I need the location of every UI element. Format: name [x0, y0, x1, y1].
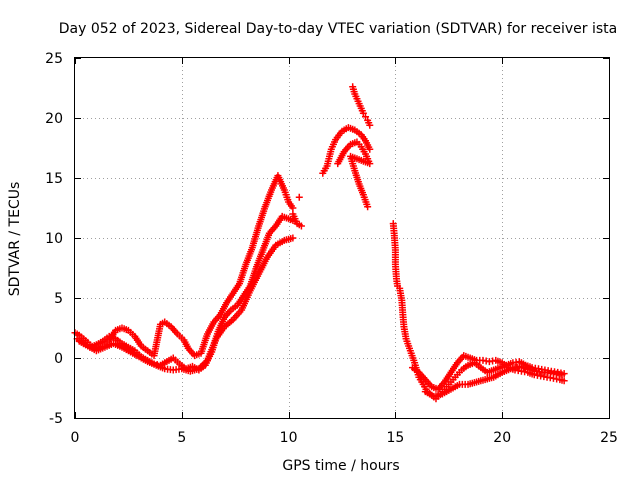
chart-title: Day 052 of 2023, Sidereal Day-to-day VTE… — [59, 21, 617, 37]
x-tick-label: 25 — [600, 430, 618, 446]
x-tick-label: 5 — [177, 430, 186, 446]
data-point — [364, 203, 372, 211]
y-tick-label: 15 — [45, 171, 63, 187]
data-point — [295, 193, 303, 201]
data-point — [297, 222, 305, 230]
y-tick-label: 5 — [54, 291, 63, 307]
y-axis-label: SDTVAR / TECUs — [7, 182, 23, 297]
x-tick-label: 0 — [71, 430, 80, 446]
data-point — [289, 234, 297, 242]
y-tick-label: 10 — [45, 231, 63, 247]
data-point — [359, 109, 367, 117]
data-point — [289, 204, 297, 212]
plot-frame — [74, 57, 610, 419]
y-tick-label: 25 — [45, 51, 63, 67]
data-points-layer — [71, 83, 568, 403]
x-tick-label: 10 — [280, 430, 298, 446]
y-tick-label: 20 — [45, 111, 63, 127]
data-point — [558, 371, 566, 379]
data-point — [361, 113, 369, 121]
y-tick-label: -5 — [49, 411, 63, 427]
x-tick-label: 15 — [386, 430, 404, 446]
data-point — [560, 377, 568, 385]
data-point — [366, 121, 374, 129]
y-tick-label: 0 — [54, 351, 63, 367]
ticks-layer: 0 5 10 15 20 25 -5 0 5 10 15 20 25 — [45, 51, 618, 446]
x-tick-label: 20 — [493, 430, 511, 446]
data-point — [366, 145, 374, 153]
x-axis-label: GPS time / hours — [282, 458, 399, 474]
